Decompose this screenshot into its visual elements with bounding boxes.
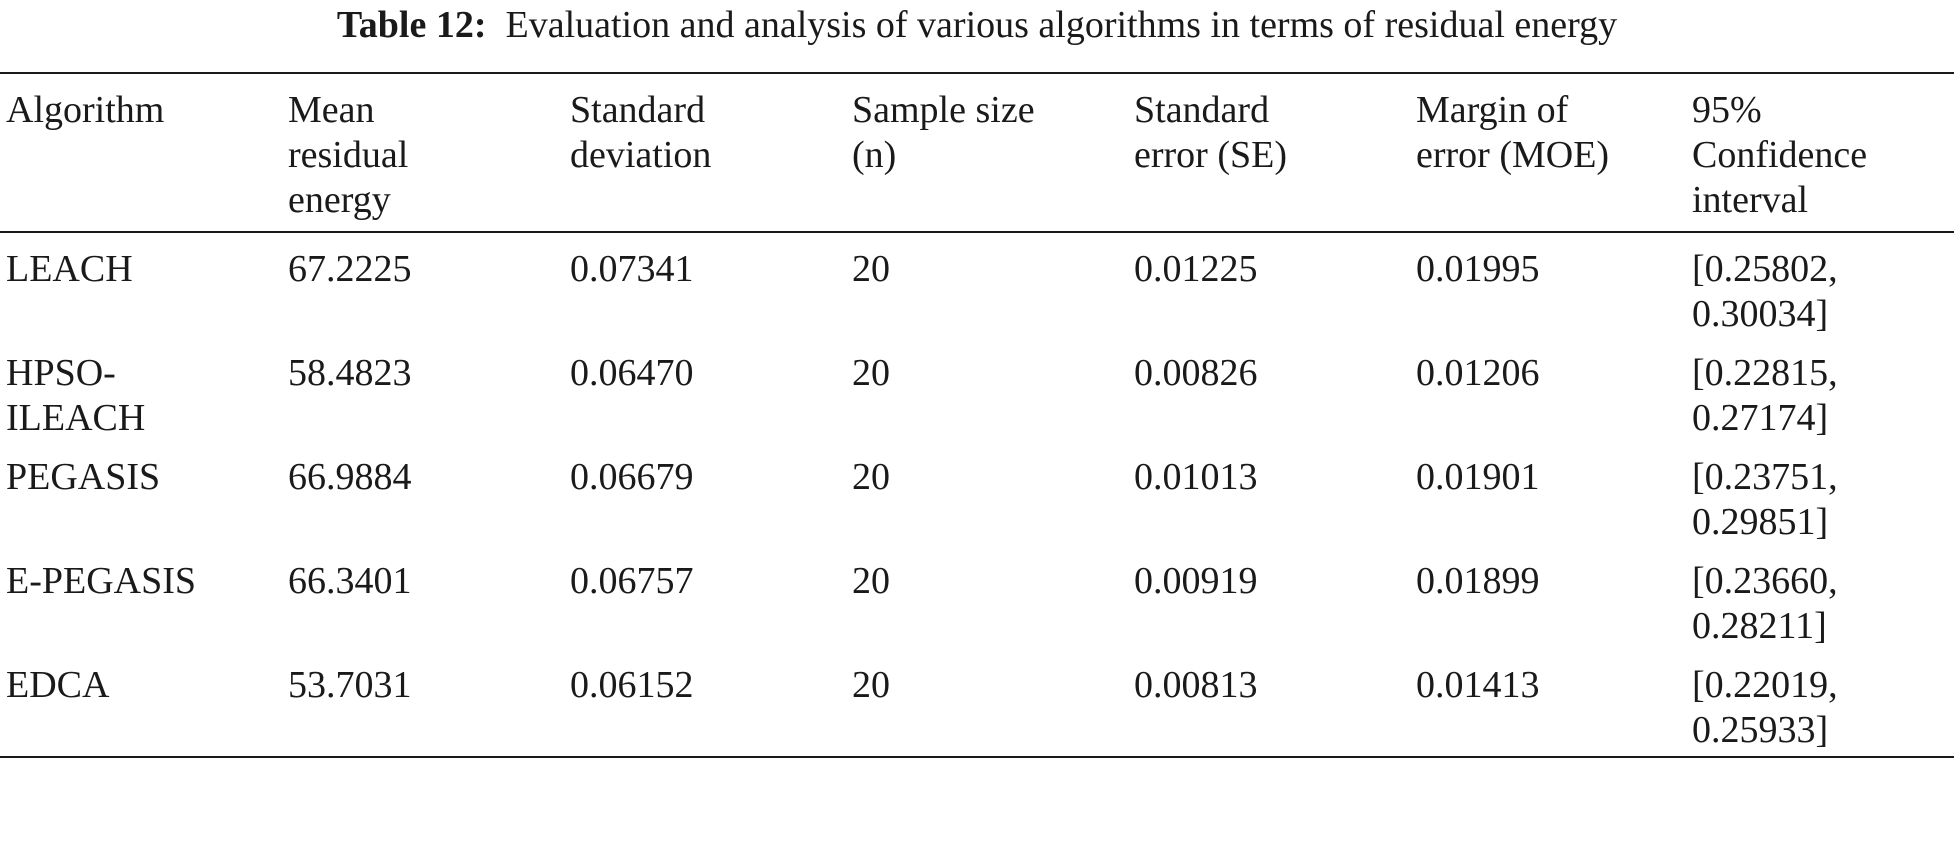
table-row: PEGASIS 66.9884 0.06679 20 0.01013 0.01901 [0.…: [0, 441, 1954, 545]
cell-line: LEACH: [6, 248, 133, 290]
cell-line: [0.23751,: [1692, 456, 1838, 498]
header-line: energy: [288, 179, 391, 221]
standard-deviation-cell: 0.06470: [570, 352, 694, 394]
margin-of-error-cell: 0.01901: [1416, 456, 1540, 498]
table-header: Algorithm Mean residual energy Standard devia…: [0, 72, 1954, 233]
table-row: E-PEGASIS 66.3401 0.06757 20 0.00919 0.01899 […: [0, 545, 1954, 649]
standard-deviation-header: Standard deviation: [564, 72, 846, 233]
mean-residual-energy-cell: 66.9884: [288, 456, 412, 498]
standard-deviation-cell: 0.06152: [564, 649, 846, 758]
confidence-interval-cell: [0.23660, 0.28211]: [1686, 545, 1954, 649]
confidence-interval-cell: [0.23751, 0.29851]: [1686, 441, 1954, 545]
cell-line: HPSO-: [6, 352, 116, 394]
confidence-interval-cell: [0.22815, 0.27174]: [1686, 337, 1954, 441]
cell-line: [0.23660,: [1692, 560, 1838, 602]
confidence-interval-cell: [0.22019, 0.25933]: [1686, 649, 1954, 758]
header-line: (n): [852, 134, 897, 176]
cell-line: 0.28211]: [1692, 605, 1827, 647]
algorithm-cell: PEGASIS: [0, 441, 282, 545]
margin-of-error-cell: 0.01899: [1416, 560, 1540, 602]
cell-line: [0.22815,: [1692, 352, 1838, 394]
table-body: LEACH 67.2225 0.07341 20 0.01225 0.01995 [0.25…: [0, 232, 1954, 758]
header-line: Sample size: [852, 89, 1035, 131]
standard-error-header: Standard error (SE): [1128, 72, 1410, 233]
table-row: HPSO- ILEACH 58.4823 0.06470 20 0.00826 0.0120…: [0, 337, 1954, 441]
header-line: Algorithm: [6, 89, 165, 131]
header-line: Mean: [288, 89, 375, 131]
standard-deviation-cell: 0.07341: [570, 248, 694, 290]
mean-residual-energy-cell: 67.2225: [288, 248, 412, 290]
table-caption-label: Table 12:: [336, 4, 487, 46]
cell-line: [0.22019,: [1692, 664, 1838, 706]
algorithm-cell: LEACH: [0, 232, 282, 337]
header-line: Margin of: [1416, 89, 1569, 131]
header-line: 95%: [1692, 89, 1762, 131]
margin-of-error-cell: 0.01995: [1416, 248, 1540, 290]
header-line: error (SE): [1134, 134, 1287, 176]
margin-of-error-cell: 0.01413: [1410, 649, 1686, 758]
standard-error-cell: 0.01225: [1134, 248, 1258, 290]
confidence-interval-cell: [0.25802, 0.30034]: [1686, 232, 1954, 337]
header-line: error (MOE): [1416, 134, 1610, 176]
cell-line: ILEACH: [6, 397, 146, 439]
cell-line: [0.25802,: [1692, 248, 1838, 290]
cell-line: E-PEGASIS: [6, 560, 197, 602]
sample-size-header: Sample size (n): [846, 72, 1128, 233]
table-caption: Table 12: Evaluation and analysis of var…: [0, 2, 1954, 48]
table-caption-text: Evaluation and analysis of various algor…: [505, 4, 1618, 46]
mean-residual-energy-header: Mean residual energy: [282, 72, 564, 233]
algorithm-cell: EDCA: [0, 649, 282, 758]
table-row: LEACH 67.2225 0.07341 20 0.01225 0.01995 [0.25…: [0, 232, 1954, 337]
residual-energy-table: Algorithm Mean residual energy Standard devia…: [0, 72, 1954, 758]
standard-deviation-cell: 0.06757: [570, 560, 694, 602]
sample-size-cell: 20: [852, 352, 890, 394]
standard-deviation-cell: 0.06679: [570, 456, 694, 498]
margin-of-error-header: Margin of error (MOE): [1410, 72, 1686, 233]
header-line: Standard: [1134, 89, 1270, 131]
header-row: Algorithm Mean residual energy Standard devia…: [0, 72, 1954, 233]
sample-size-cell: 20: [852, 560, 890, 602]
algorithm-header: Algorithm: [0, 72, 282, 233]
sample-size-cell: 20: [846, 649, 1128, 758]
header-line: Confidence: [1692, 134, 1868, 176]
table-row: EDCA 53.7031 0.06152 20 0.00813 0.01413 [0.220…: [0, 649, 1954, 758]
confidence-interval-header: 95% Confidence interval: [1686, 72, 1954, 233]
header-line: Standard: [570, 89, 706, 131]
algorithm-cell: E-PEGASIS: [0, 545, 282, 649]
cell-line: PEGASIS: [6, 456, 161, 498]
mean-residual-energy-cell: 66.3401: [288, 560, 412, 602]
cell-line: 0.27174]: [1692, 397, 1829, 439]
cell-line: 0.25933]: [1692, 709, 1829, 751]
algorithm-cell: HPSO- ILEACH: [0, 337, 282, 441]
header-line: deviation: [570, 134, 712, 176]
cell-line: EDCA: [6, 664, 110, 706]
standard-error-cell: 0.00919: [1134, 560, 1258, 602]
mean-residual-energy-cell: 58.4823: [288, 352, 412, 394]
standard-error-cell: 0.00813: [1128, 649, 1410, 758]
header-line: residual: [288, 134, 409, 176]
sample-size-cell: 20: [852, 456, 890, 498]
mean-residual-energy-cell: 53.7031: [282, 649, 564, 758]
cell-line: 0.29851]: [1692, 501, 1829, 543]
standard-error-cell: 0.01013: [1134, 456, 1258, 498]
header-line: interval: [1692, 179, 1809, 221]
cell-line: 0.30034]: [1692, 293, 1829, 335]
margin-of-error-cell: 0.01206: [1416, 352, 1540, 394]
standard-error-cell: 0.00826: [1134, 352, 1258, 394]
sample-size-cell: 20: [852, 248, 890, 290]
